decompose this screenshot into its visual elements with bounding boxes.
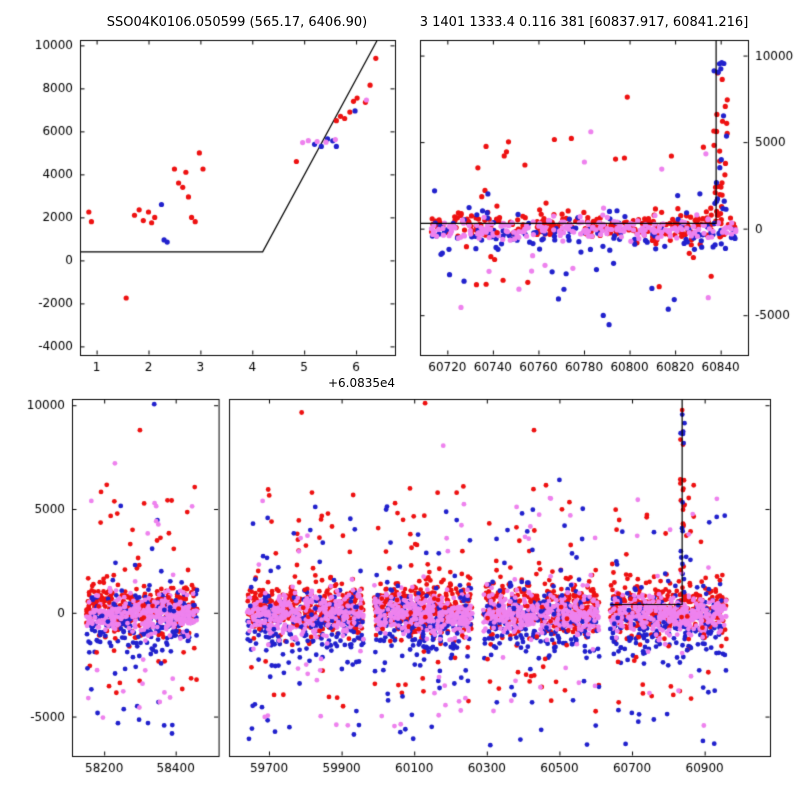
top-right-plot-title: 3 1401 1333.4 0.116 381 [60837.917, 6084… — [419, 15, 749, 30]
x-axis-offset-label: +6.0835e4 — [327, 376, 395, 390]
top-left-plot-title: SSO04K0106.050599 (565.17, 6406.90) — [106, 15, 368, 30]
